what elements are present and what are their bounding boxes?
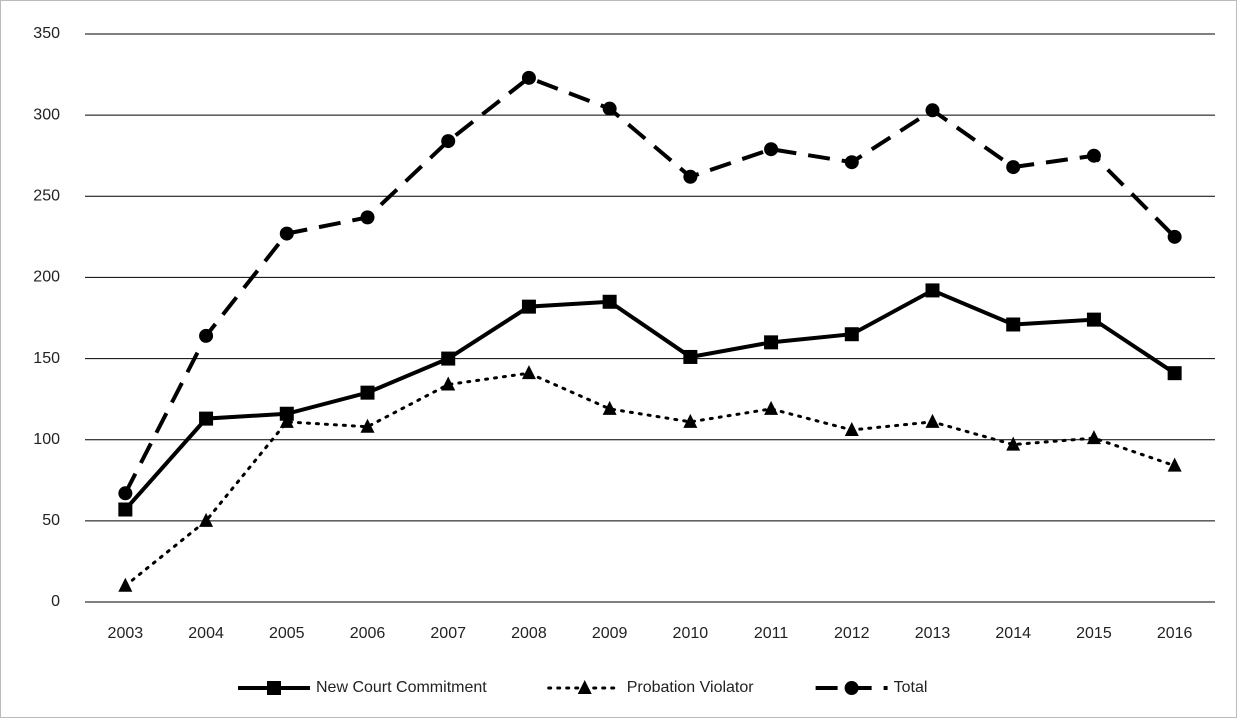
x-tick-label: 2015 <box>1076 625 1112 642</box>
marker <box>1167 229 1182 244</box>
marker <box>279 406 294 421</box>
series-line <box>123 288 1176 511</box>
y-tick-label: 350 <box>33 25 60 42</box>
marker <box>1086 430 1101 445</box>
marker <box>844 681 859 695</box>
marker <box>199 328 214 343</box>
series-line <box>123 75 1177 495</box>
marker <box>360 210 375 225</box>
marker <box>118 502 133 517</box>
marker <box>577 680 592 694</box>
x-tick-label: 2006 <box>350 625 386 642</box>
marker <box>925 283 940 298</box>
y-tick-label: 150 <box>33 350 60 367</box>
x-tick-label: 2010 <box>673 625 709 642</box>
marker <box>1167 457 1182 472</box>
marker <box>199 411 214 426</box>
marker <box>1086 148 1101 163</box>
marker <box>602 294 617 309</box>
x-tick-label: 2011 <box>754 625 789 642</box>
y-tick-label: 100 <box>33 431 60 448</box>
marker <box>118 577 133 592</box>
marker <box>521 299 536 314</box>
y-tick-label: 0 <box>51 593 60 610</box>
marker <box>844 421 859 436</box>
legend-label: Probation Violator <box>627 679 755 696</box>
marker <box>1167 366 1182 381</box>
x-tick-label: 2007 <box>430 625 466 642</box>
marker <box>925 413 940 428</box>
marker <box>360 385 375 400</box>
marker <box>441 134 456 149</box>
x-tick-label: 2013 <box>915 625 951 642</box>
marker <box>267 681 281 695</box>
marker <box>683 349 698 364</box>
marker <box>118 486 133 501</box>
marker <box>360 418 375 433</box>
marker <box>279 413 294 428</box>
marker <box>521 365 536 380</box>
marker <box>441 351 456 366</box>
y-tick-label: 200 <box>33 269 60 286</box>
x-tick-label: 2008 <box>511 625 547 642</box>
legend-label: Total <box>894 679 928 696</box>
x-tick-label: 2012 <box>834 625 870 642</box>
y-tick-label: 300 <box>33 106 60 123</box>
marker <box>844 155 859 170</box>
marker <box>441 376 456 391</box>
marker <box>1086 312 1101 327</box>
marker <box>602 101 617 116</box>
marker <box>764 335 779 350</box>
marker <box>1006 436 1021 451</box>
y-tick-label: 250 <box>33 188 60 205</box>
x-tick-label: 2014 <box>995 625 1031 642</box>
marker <box>925 103 940 118</box>
marker <box>683 169 698 184</box>
x-tick-label: 2004 <box>188 625 224 642</box>
marker <box>683 413 698 428</box>
marker <box>199 512 214 527</box>
x-tick-label: 2009 <box>592 625 628 642</box>
marker <box>764 400 779 415</box>
y-tick-label: 50 <box>42 512 60 529</box>
marker <box>521 70 536 85</box>
marker <box>602 400 617 415</box>
x-tick-label: 2016 <box>1157 625 1193 642</box>
series-line <box>123 371 1177 588</box>
marker <box>844 327 859 342</box>
x-tick-label: 2003 <box>108 625 144 642</box>
legend-label: New Court Commitment <box>316 679 487 696</box>
marker <box>279 226 294 241</box>
marker <box>1006 160 1021 175</box>
marker <box>1006 317 1021 332</box>
x-tick-label: 2005 <box>269 625 305 642</box>
marker <box>764 142 779 157</box>
